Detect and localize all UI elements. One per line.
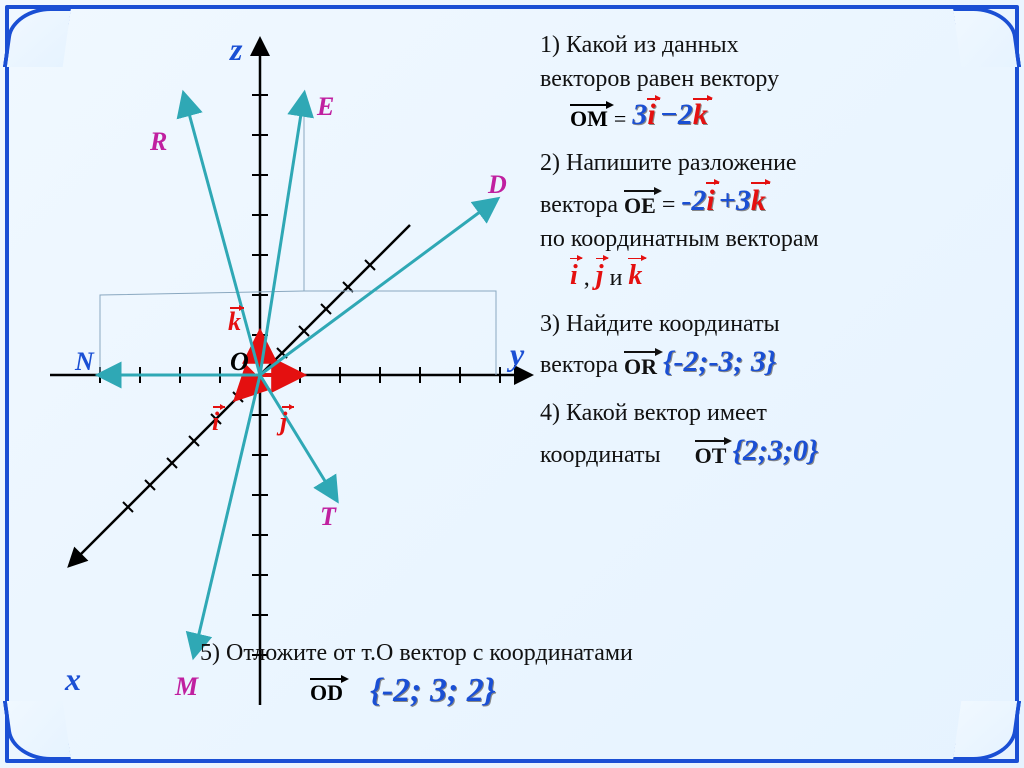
axis-label-x: x <box>64 661 81 697</box>
q1-line1: 1) Какой из данных <box>540 30 1010 60</box>
q2-line3: по координатным векторам <box>540 224 1010 254</box>
vector-OE <box>260 95 304 375</box>
questions-panel: 1) Какой из данных векторов равен вектор… <box>540 30 1010 480</box>
q3-line1: 3) Найдите координаты <box>540 309 1010 339</box>
q5-answer: {-2; 3; 2} <box>370 672 496 710</box>
q2-vector: OE <box>624 192 656 220</box>
point-T: T <box>320 502 337 531</box>
unit-label-i: i <box>212 404 225 436</box>
svg-text:j: j <box>276 407 288 436</box>
vector-OT <box>260 375 336 499</box>
svg-text:k: k <box>228 307 241 336</box>
q2-line1: 2) Напишите разложение <box>540 148 1010 178</box>
point-M: M <box>174 672 199 701</box>
origin-label: O <box>230 347 249 376</box>
point-R: R <box>149 127 167 156</box>
q4-answer: {2;3;0} <box>732 432 818 470</box>
q5-line1: 5) Отложите от т.О вектор с координатами <box>200 638 1000 668</box>
vector-OR <box>184 95 260 375</box>
q1-eq: = <box>614 106 626 132</box>
q2-vecword: вектора <box>540 190 618 220</box>
unit-label-j: j <box>276 404 294 436</box>
axis-label-z: z <box>229 31 243 67</box>
q3-vector: OR <box>624 353 657 381</box>
q4-line2: координаты <box>540 440 661 470</box>
coordinate-diagram: z y x O E R D N T M i j k <box>30 25 550 745</box>
point-N: N <box>74 347 95 376</box>
q3-answer: {-2;-3; 3} <box>663 343 776 381</box>
basis-j: j <box>596 258 604 293</box>
q1-answer: 3i−2k <box>632 98 708 132</box>
basis-i: i <box>570 258 578 293</box>
q1-vector: ОМ <box>570 106 608 132</box>
q4-vector: ОТ <box>695 442 727 470</box>
q5-vector: OD <box>310 680 343 706</box>
q1-line2: векторов равен вектору <box>540 64 1010 94</box>
q3-vecword: вектора <box>540 350 618 380</box>
vector-OM <box>194 375 260 655</box>
q4-line1: 4) Какой вектор имеет <box>540 398 1010 428</box>
svg-text:i: i <box>212 407 220 436</box>
basis-k: k <box>628 258 642 293</box>
axis-label-y: y <box>506 336 525 372</box>
q2-answer: -2i+3k <box>681 182 765 220</box>
point-E: E <box>316 92 334 121</box>
vector-OD <box>260 200 496 375</box>
point-D: D <box>487 170 507 199</box>
